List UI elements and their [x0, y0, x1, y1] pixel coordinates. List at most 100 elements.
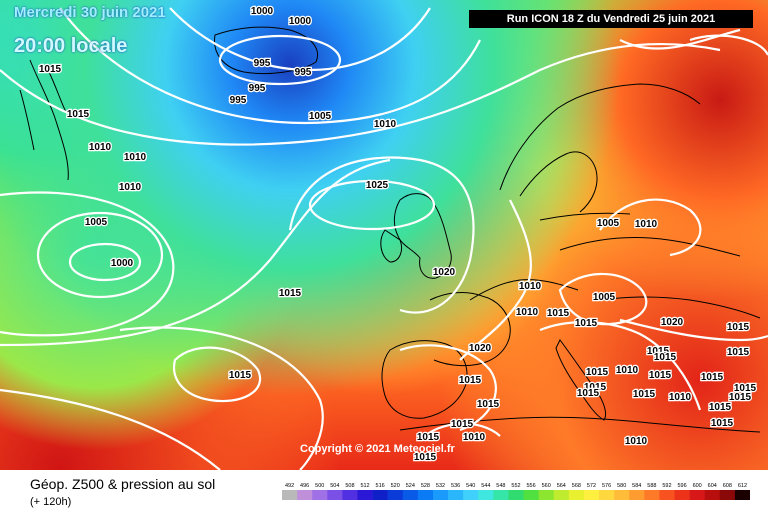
scale-label: 584 [632, 483, 641, 489]
scale-step: 600 [689, 483, 706, 500]
weather-map: 1000100099599599599510151015101010101010… [0, 0, 768, 470]
scale-label: 504 [330, 483, 339, 489]
pressure-label: 1015 [584, 382, 607, 393]
scale-swatch [674, 490, 690, 500]
scale-label: 552 [511, 483, 520, 489]
pressure-label: 1015 [577, 388, 600, 399]
scale-label: 528 [421, 483, 430, 489]
pressure-label: 1015 [701, 372, 724, 383]
isobar-1000-west [68, 242, 142, 282]
scale-swatch [463, 490, 479, 500]
scale-step: 560 [538, 483, 555, 500]
scale-step: 596 [674, 483, 690, 500]
scale-swatch [297, 490, 313, 500]
scale-swatch [659, 490, 675, 500]
scale-label: 560 [542, 483, 551, 489]
scale-swatch [644, 490, 660, 500]
isobar-northeast-ring [689, 34, 768, 56]
isobars [0, 7, 768, 470]
isobar-1010-west [0, 191, 175, 337]
pressure-label: 1025 [366, 180, 389, 191]
pressure-label: 1010 [89, 142, 112, 153]
pressure-label: 1010 [516, 307, 539, 318]
scale-label: 588 [647, 483, 656, 489]
scale-swatch [402, 490, 419, 500]
isobar-1010-southeast [539, 321, 702, 411]
scale-swatch [327, 490, 343, 500]
pressure-label: 1015 [477, 399, 500, 410]
scale-swatch [538, 490, 555, 500]
isobar-1020-south [0, 388, 221, 470]
pressure-label: 1005 [309, 111, 332, 122]
scale-swatch [523, 490, 539, 500]
scale-swatch [734, 490, 750, 500]
pressure-label: 1015 [649, 370, 672, 381]
pressure-label: 995 [254, 58, 271, 69]
scale-label: 580 [617, 483, 626, 489]
pressure-label: 1015 [647, 346, 670, 357]
isobar-1010-africa [419, 422, 501, 441]
scale-swatch [357, 490, 373, 500]
isobar-1005-north [59, 7, 481, 124]
scale-swatch [629, 490, 645, 500]
pressure-label: 1010 [616, 365, 639, 376]
pressure-labels: 1000100099599599599510151015101010101010… [38, 5, 758, 465]
pressure-label: 995 [230, 95, 247, 106]
pressure-label: 1000 [289, 16, 312, 27]
scale-step: 532 [432, 483, 449, 500]
scale-label: 612 [738, 483, 747, 489]
pressure-label: 1015 [414, 452, 437, 463]
scale-label: 500 [315, 483, 324, 489]
scale-step: 504 [327, 483, 343, 500]
scale-label: 568 [572, 483, 581, 489]
scale-step: 496 [297, 483, 313, 500]
scale-step: 536 [448, 483, 464, 500]
pressure-label: 1010 [463, 432, 486, 443]
pressure-label: 1020 [469, 343, 492, 354]
scale-step: 612 [734, 483, 750, 500]
isobar-1025 [308, 179, 436, 231]
scale-step: 604 [704, 483, 721, 500]
scale-swatch [599, 490, 615, 500]
scale-label: 536 [451, 483, 460, 489]
pressure-label: 1010 [519, 281, 542, 292]
scandinavia-coast [499, 83, 701, 213]
scale-step: 588 [644, 483, 660, 500]
scale-step: 516 [372, 483, 388, 500]
scale-swatch [282, 490, 298, 500]
scale-label: 516 [376, 483, 385, 489]
scale-label: 556 [527, 483, 536, 489]
scale-swatch [614, 490, 630, 500]
scale-label: 532 [436, 483, 445, 489]
pressure-label: 1015 [575, 318, 598, 329]
scale-label: 540 [466, 483, 475, 489]
scale-label: 508 [345, 483, 354, 489]
isobar-1010-east [599, 198, 702, 257]
isobar-1015-southwest [119, 326, 324, 470]
pressure-label: 1015 [727, 347, 750, 358]
pressure-label: 1015 [729, 392, 752, 403]
scale-label: 604 [708, 483, 717, 489]
pressure-label: 1015 [709, 402, 732, 413]
scale-swatch [493, 490, 509, 500]
scale-swatch [704, 490, 721, 500]
scale-step: 492 [282, 483, 298, 500]
scale-label: 576 [602, 483, 611, 489]
scale-swatch [583, 490, 600, 500]
scale-swatch [508, 490, 524, 500]
isobar-1015-central [459, 199, 532, 361]
scale-label: 512 [360, 483, 369, 489]
pressure-label: 1010 [374, 119, 397, 130]
scale-label: 492 [285, 483, 294, 489]
scale-step: 576 [599, 483, 615, 500]
scale-swatch [372, 490, 388, 500]
pressure-label: 1000 [251, 6, 274, 17]
scale-step: 564 [553, 483, 570, 500]
north-africa-coast [399, 416, 761, 433]
pressure-label: 1015 [417, 432, 440, 443]
scale-swatch [312, 490, 328, 500]
pressure-label: 1010 [669, 392, 692, 403]
scale-step: 568 [568, 483, 585, 500]
isobar-995 [218, 34, 342, 86]
